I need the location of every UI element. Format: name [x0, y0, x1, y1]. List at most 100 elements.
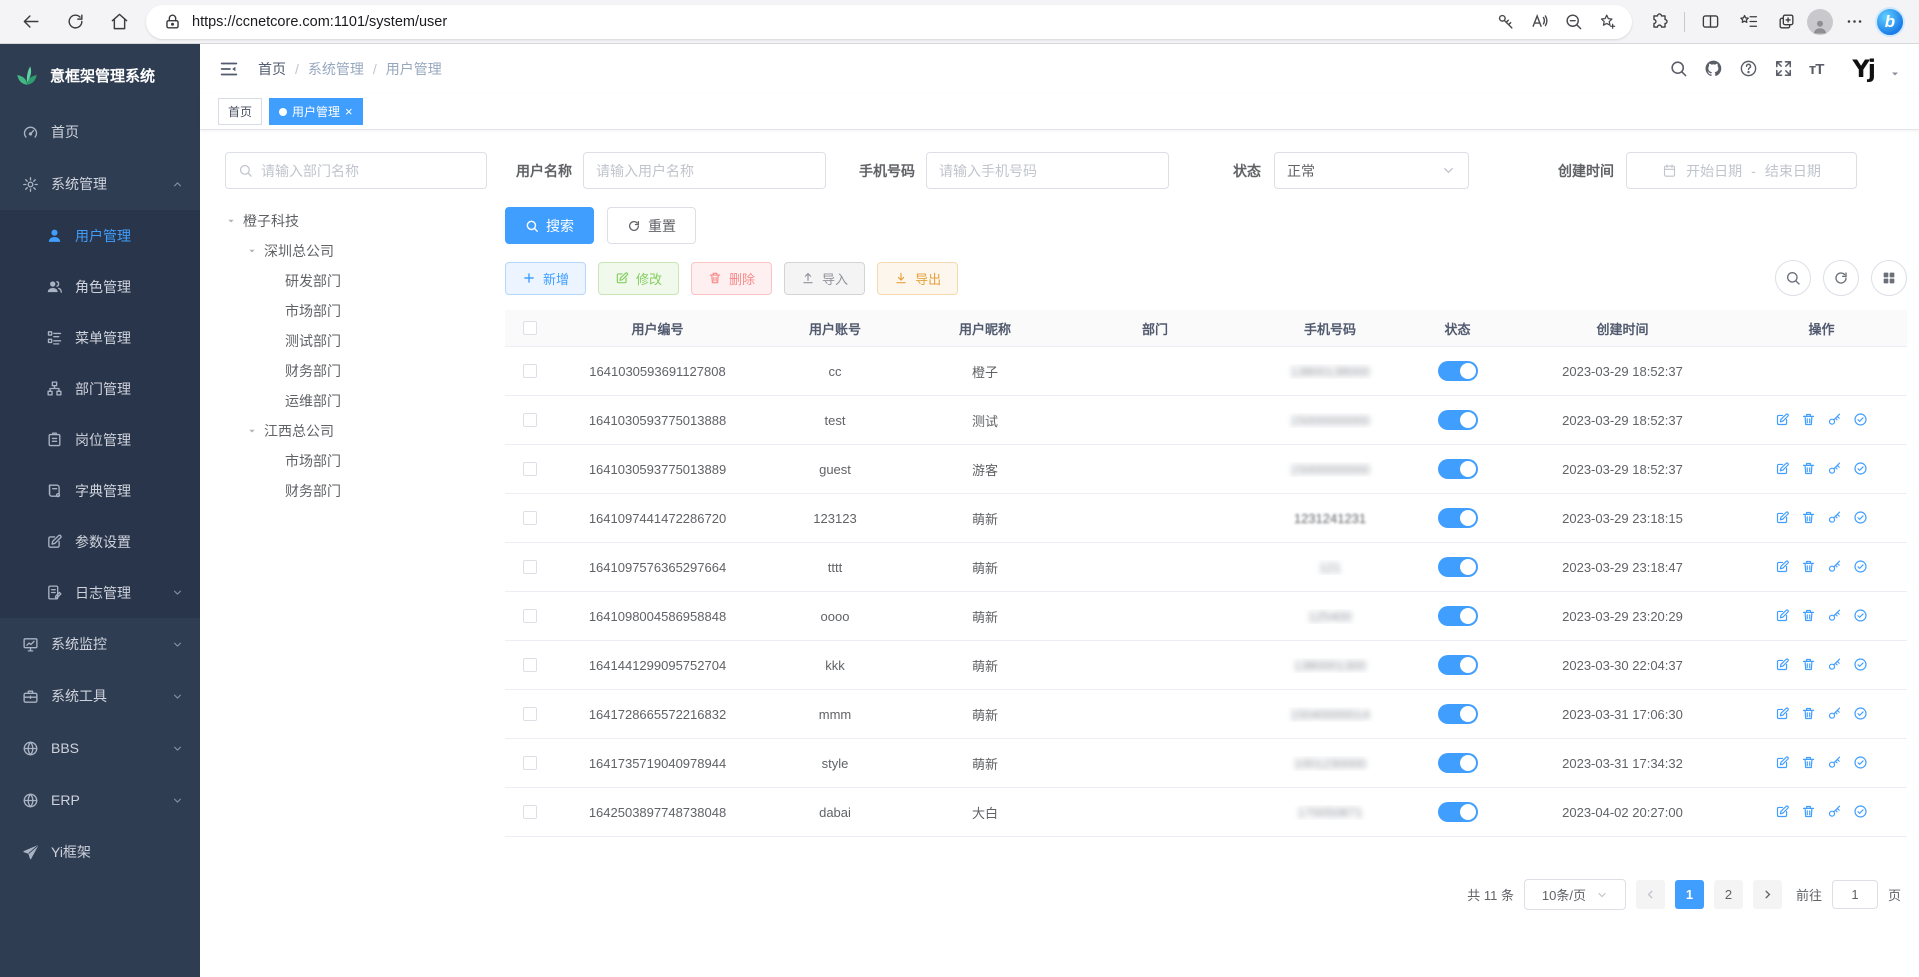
tab-collections-icon[interactable]: [1769, 5, 1803, 39]
prev-page-button[interactable]: [1635, 880, 1665, 909]
edit-row-icon[interactable]: [1775, 608, 1791, 624]
sidebar-item-role[interactable]: 角色管理: [0, 261, 200, 312]
row-checkbox[interactable]: [523, 511, 537, 525]
tree-node[interactable]: 运维部门: [225, 387, 487, 414]
delete-row-icon[interactable]: [1801, 657, 1817, 673]
sidebar-item-log[interactable]: 日志管理: [0, 567, 200, 618]
search-icon[interactable]: [1669, 59, 1689, 79]
profile-avatar[interactable]: [1807, 8, 1833, 35]
collections-icon[interactable]: [1731, 5, 1765, 39]
edit-row-icon[interactable]: [1775, 461, 1791, 477]
tree-node[interactable]: 江西总公司: [225, 417, 487, 444]
github-icon[interactable]: [1704, 59, 1724, 79]
column-settings-button[interactable]: [1871, 260, 1907, 296]
row-checkbox[interactable]: [523, 805, 537, 819]
reset-password-icon[interactable]: [1827, 804, 1843, 820]
refresh-table-button[interactable]: [1823, 260, 1859, 296]
delete-row-icon[interactable]: [1801, 755, 1817, 771]
sidebar-toggle-icon[interactable]: [218, 58, 240, 80]
caret-down-icon[interactable]: [246, 245, 258, 257]
browser-back-icon[interactable]: [14, 5, 48, 39]
reset-password-icon[interactable]: [1827, 510, 1843, 526]
assign-role-icon[interactable]: [1853, 657, 1869, 673]
search-button[interactable]: 搜索: [505, 207, 594, 244]
export-button[interactable]: 导出: [877, 261, 959, 295]
sidebar-item-config[interactable]: 参数设置: [0, 516, 200, 567]
font-size-icon[interactable]: тT: [1808, 60, 1824, 78]
date-range-picker[interactable]: 开始日期 - 结束日期: [1626, 152, 1857, 189]
sidebar-item-dict[interactable]: 字典管理: [0, 465, 200, 516]
breadcrumb-system[interactable]: 系统管理: [307, 61, 364, 77]
tree-node[interactable]: 测试部门: [225, 327, 487, 354]
browser-refresh-icon[interactable]: [58, 5, 92, 39]
username-field[interactable]: [583, 152, 826, 189]
edit-row-icon[interactable]: [1775, 412, 1791, 428]
url-text[interactable]: https://ccnetcore.com:1101/system/user: [192, 13, 448, 30]
status-toggle[interactable]: [1437, 802, 1478, 822]
reset-password-icon[interactable]: [1827, 461, 1843, 477]
edit-row-icon[interactable]: [1775, 804, 1791, 820]
tree-node[interactable]: 深圳总公司: [225, 237, 487, 264]
import-button[interactable]: 导入: [784, 261, 866, 295]
phone-field[interactable]: [926, 152, 1169, 189]
extensions-icon[interactable]: [1642, 5, 1676, 39]
edit-row-icon[interactable]: [1775, 755, 1791, 771]
row-checkbox[interactable]: [523, 756, 537, 770]
sidebar-item-system[interactable]: 系统管理: [0, 158, 200, 210]
reset-password-icon[interactable]: [1827, 706, 1843, 722]
status-toggle[interactable]: [1437, 557, 1478, 577]
reset-password-icon[interactable]: [1827, 608, 1843, 624]
show-search-toggle-button[interactable]: [1775, 260, 1811, 296]
page-size-select[interactable]: 10条/页: [1523, 879, 1626, 910]
assign-role-icon[interactable]: [1853, 559, 1869, 575]
browser-home-icon[interactable]: [102, 5, 136, 39]
assign-role-icon[interactable]: [1853, 510, 1869, 526]
row-checkbox[interactable]: [523, 560, 537, 574]
tab-home[interactable]: 首页: [218, 98, 263, 125]
tab-user-management[interactable]: 用户管理 ×: [269, 98, 363, 125]
delete-row-icon[interactable]: [1801, 608, 1817, 624]
zoom-out-icon[interactable]: [1558, 7, 1588, 37]
status-toggle[interactable]: [1437, 459, 1478, 479]
status-toggle[interactable]: [1437, 606, 1478, 626]
status-select[interactable]: 正常: [1274, 152, 1469, 189]
page-button-2[interactable]: 2: [1713, 880, 1743, 909]
phone-input[interactable]: [939, 162, 1156, 179]
status-toggle[interactable]: [1437, 753, 1478, 773]
reset-password-icon[interactable]: [1827, 657, 1843, 673]
password-key-icon[interactable]: [1490, 7, 1520, 37]
dept-search-input[interactable]: [261, 162, 474, 179]
user-avatar-logo[interactable]: Yj: [1852, 55, 1876, 83]
delete-row-icon[interactable]: [1801, 412, 1817, 428]
sidebar-item-tools[interactable]: 系统工具: [0, 670, 200, 722]
sidebar-item-user[interactable]: 用户管理: [0, 210, 200, 261]
tree-node[interactable]: 研发部门: [225, 267, 487, 294]
reset-password-icon[interactable]: [1827, 412, 1843, 428]
sidebar-item-erp[interactable]: ERP: [0, 774, 200, 826]
page-button-1[interactable]: 1: [1674, 880, 1704, 909]
edit-row-icon[interactable]: [1775, 657, 1791, 673]
sidebar-item-monitor[interactable]: 系统监控: [0, 618, 200, 670]
delete-button[interactable]: 删除: [691, 261, 773, 295]
app-logo[interactable]: 意框架管理系统: [0, 44, 200, 106]
assign-role-icon[interactable]: [1853, 706, 1869, 722]
lock-icon[interactable]: [162, 12, 182, 32]
assign-role-icon[interactable]: [1853, 608, 1869, 624]
breadcrumb-home[interactable]: 首页: [258, 61, 286, 77]
status-toggle[interactable]: [1437, 410, 1478, 430]
caret-down-icon[interactable]: [246, 425, 258, 437]
tree-node[interactable]: 橙子科技: [225, 207, 487, 234]
select-all-checkbox[interactable]: [523, 321, 537, 335]
edit-row-icon[interactable]: [1775, 559, 1791, 575]
delete-row-icon[interactable]: [1801, 461, 1817, 477]
tree-node[interactable]: 财务部门: [225, 357, 487, 384]
row-checkbox[interactable]: [523, 462, 537, 476]
status-toggle[interactable]: [1437, 361, 1478, 381]
more-menu-icon[interactable]: [1837, 5, 1871, 39]
sidebar-item-yi[interactable]: Yi框架: [0, 826, 200, 878]
row-checkbox[interactable]: [523, 658, 537, 672]
fullscreen-icon[interactable]: [1774, 59, 1794, 79]
tree-node[interactable]: 市场部门: [225, 297, 487, 324]
delete-row-icon[interactable]: [1801, 804, 1817, 820]
assign-role-icon[interactable]: [1853, 412, 1869, 428]
